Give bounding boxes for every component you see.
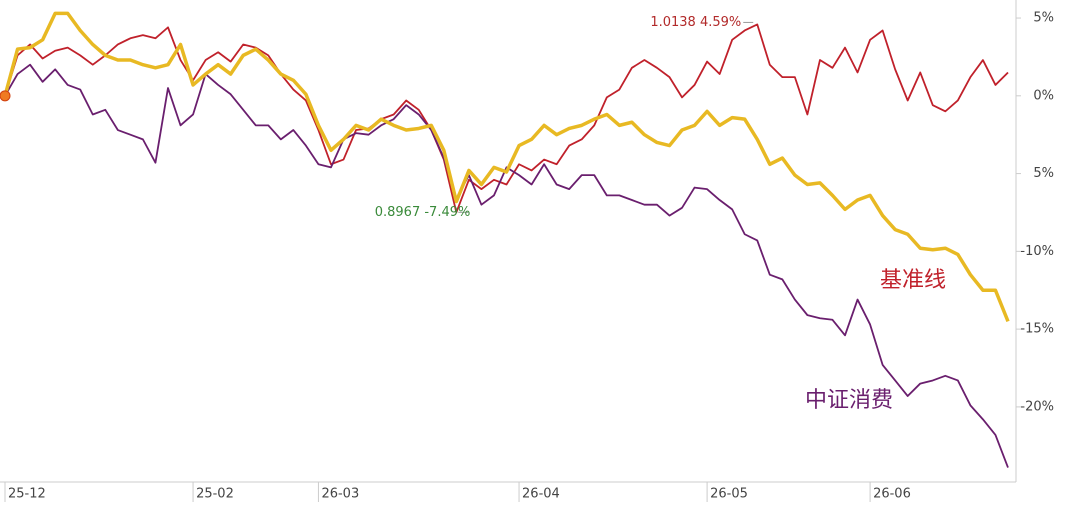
y-tick-label: 5% <box>1033 11 1054 26</box>
y-tick-label: 5% <box>1033 166 1054 181</box>
x-tick-label: 25-02 <box>196 487 234 502</box>
x-tick-label: 26-05 <box>710 487 748 502</box>
series-line <box>4 23 1009 214</box>
annotation: 1.0138 4.59% <box>650 15 741 30</box>
series-line <box>4 63 1009 468</box>
x-tick-label: 26-04 <box>522 487 560 502</box>
x-tick-label: 26-03 <box>321 487 359 502</box>
annotation: 0.8967 -7.49% <box>375 205 471 220</box>
series-line <box>3 11 1010 323</box>
x-tick-label: 25-12 <box>8 487 46 502</box>
y-tick-label: 0% <box>1033 88 1054 103</box>
series-label: 基准线 <box>880 268 946 293</box>
start-marker <box>0 90 11 102</box>
y-tick-label: -20% <box>1020 399 1054 414</box>
y-tick-label: -10% <box>1020 244 1054 259</box>
x-tick-label: 26-06 <box>873 487 911 502</box>
y-tick-label: -15% <box>1020 322 1054 337</box>
series-label: 中证消费 <box>805 388 893 413</box>
